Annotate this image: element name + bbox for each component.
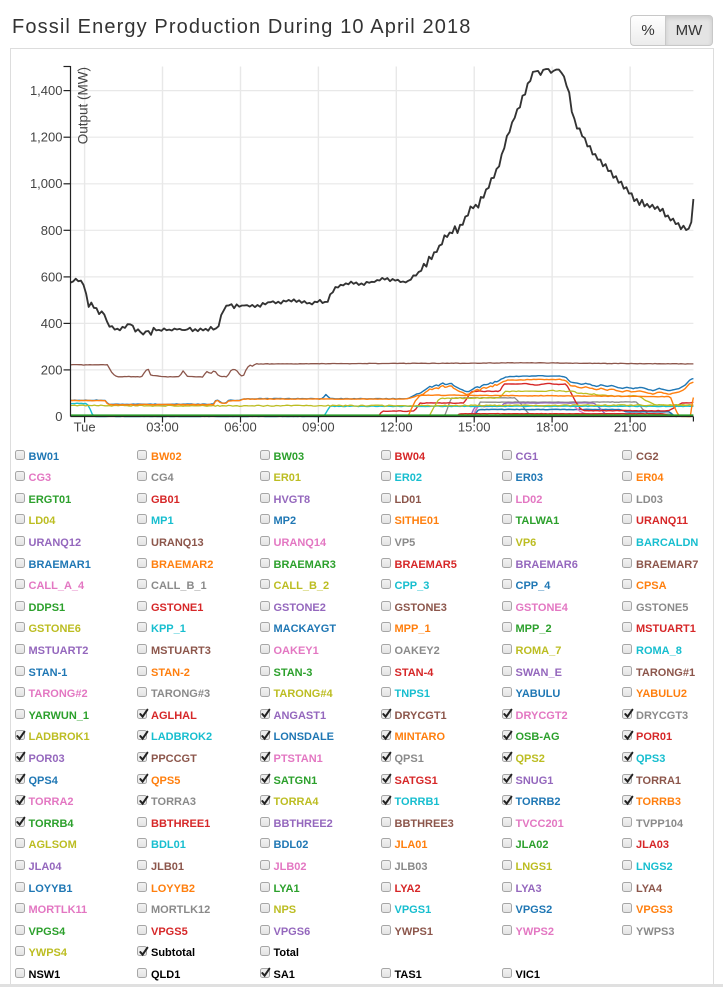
svg-text:0: 0 bbox=[55, 409, 62, 424]
svg-text:1,000: 1,000 bbox=[30, 176, 63, 191]
svg-text:12:00: 12:00 bbox=[380, 420, 413, 435]
svg-text:21:00: 21:00 bbox=[614, 420, 647, 435]
svg-text:06:00: 06:00 bbox=[224, 420, 257, 435]
svg-text:800: 800 bbox=[41, 223, 63, 238]
svg-text:09:00: 09:00 bbox=[302, 420, 335, 435]
svg-text:200: 200 bbox=[41, 362, 63, 377]
svg-text:18:00: 18:00 bbox=[536, 420, 569, 435]
svg-text:Tue: Tue bbox=[74, 420, 96, 435]
svg-text:1,400: 1,400 bbox=[30, 83, 63, 98]
svg-text:600: 600 bbox=[41, 269, 63, 284]
svg-text:Output (MW): Output (MW) bbox=[76, 67, 91, 144]
svg-text:15:00: 15:00 bbox=[458, 420, 491, 435]
svg-text:1,200: 1,200 bbox=[30, 130, 63, 145]
svg-text:03:00: 03:00 bbox=[146, 420, 179, 435]
svg-text:400: 400 bbox=[41, 316, 63, 331]
